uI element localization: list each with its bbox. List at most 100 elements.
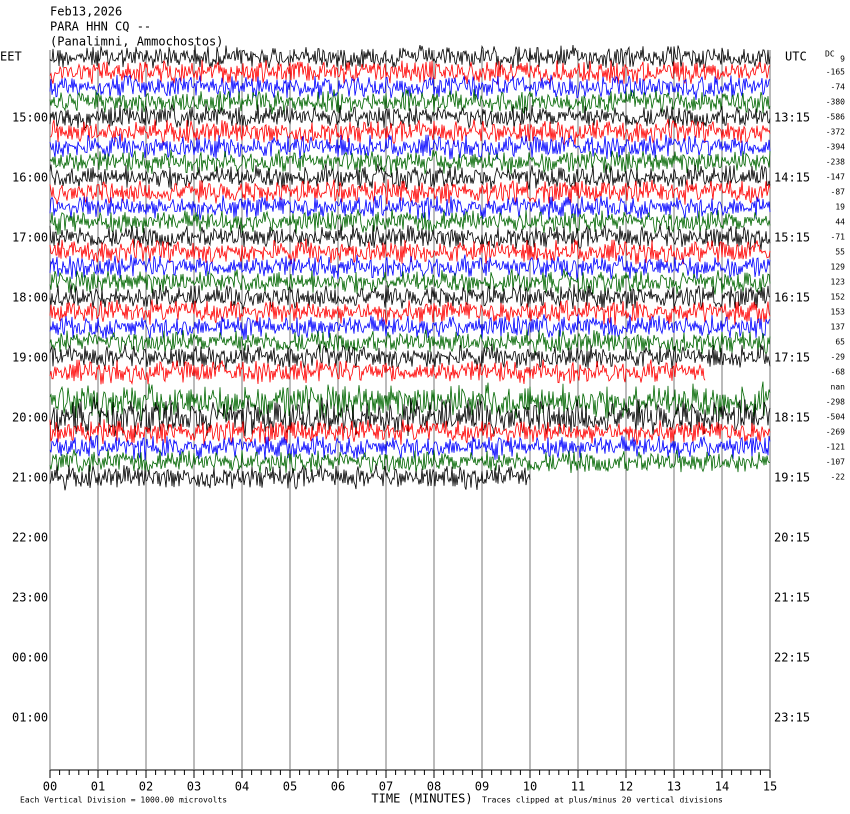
left-zone: EET [0, 50, 22, 64]
x-label: TIME (MINUTES) [371, 792, 472, 806]
trace [49, 209, 771, 235]
dc-label: DC [825, 50, 835, 59]
right-hour-label: 23:15 [774, 711, 810, 725]
trace [49, 104, 771, 130]
left-hour-label: 18:00 [12, 291, 48, 305]
scale-note: Each Vertical Division = 1000.00 microvo… [20, 796, 227, 805]
right-hour-label: 19:15 [774, 471, 810, 485]
trace [49, 238, 771, 265]
trace [49, 133, 771, 160]
x-tick-label: 05 [283, 780, 297, 794]
trace [49, 434, 771, 461]
right-hour-label: 20:15 [774, 531, 810, 545]
trace [49, 44, 771, 71]
right-hour-label: 15:15 [774, 231, 810, 245]
trace [49, 268, 771, 296]
dc-offset: 137 [831, 323, 846, 332]
x-tick-label: 04 [235, 780, 249, 794]
right-hour-label: 14:15 [774, 171, 810, 185]
trace [49, 179, 771, 205]
trace [49, 59, 771, 85]
dc-offset: -71 [831, 233, 846, 242]
left-hour-label: 19:00 [12, 351, 48, 365]
trace [49, 329, 771, 356]
x-tick-label: 11 [571, 780, 585, 794]
left-hour-label: 20:00 [12, 411, 48, 425]
left-hour-label: 00:00 [12, 651, 48, 665]
dc-offset: 152 [831, 293, 846, 302]
x-tick-label: 03 [187, 780, 201, 794]
left-hour-label: 16:00 [12, 171, 48, 185]
traces [49, 44, 771, 491]
trace [49, 74, 771, 100]
dc-offset: -238 [826, 158, 845, 167]
right-zone: UTC [785, 50, 807, 64]
right-hour-label: 22:15 [774, 651, 810, 665]
trace [49, 419, 771, 445]
dc-offset: 153 [831, 308, 846, 317]
trace [49, 224, 771, 251]
trace [49, 163, 771, 191]
station: PARA HHN CQ -- [50, 20, 151, 34]
x-tick-label: 02 [139, 780, 153, 794]
dc-offset: -586 [826, 113, 845, 122]
trace [49, 149, 771, 176]
x-tick-label: 10 [523, 780, 537, 794]
dc-offset: 65 [835, 338, 845, 347]
trace [49, 314, 771, 340]
trace [49, 343, 771, 370]
trace [49, 118, 771, 146]
trace [49, 396, 771, 438]
right-hour-label: 18:15 [774, 411, 810, 425]
dc-offset: -147 [826, 173, 845, 182]
trace [49, 89, 771, 115]
dc-offset: -121 [826, 443, 845, 452]
dc-offset: 55 [835, 248, 845, 257]
clip-note: Traces clipped at plus/minus 20 vertical… [482, 796, 723, 805]
dc-offset: nan [831, 383, 846, 392]
left-hour-label: 23:00 [12, 591, 48, 605]
left-hour-label: 01:00 [12, 711, 48, 725]
x-tick-label: 09 [475, 780, 489, 794]
right-hour-label: 13:15 [774, 111, 810, 125]
dc-offset: 129 [831, 263, 846, 272]
trace [49, 449, 771, 475]
dc-offset: -372 [826, 128, 845, 137]
dc-offset: -74 [831, 83, 846, 92]
x-tick-label: 08 [427, 780, 441, 794]
x-tick-label: 00 [43, 780, 57, 794]
trace [49, 254, 771, 281]
dc-offset: -87 [831, 188, 846, 197]
dc-offset: -22 [831, 473, 846, 482]
dc-offset: -29 [831, 353, 846, 362]
dc-offset: -107 [826, 458, 845, 467]
x-tick-label: 06 [331, 780, 345, 794]
x-tick-label: 13 [667, 780, 681, 794]
left-hour-label: 21:00 [12, 471, 48, 485]
x-tick-label: 07 [379, 780, 393, 794]
dc-offset: -165 [826, 68, 845, 77]
trace [49, 359, 706, 385]
x-tick-label: 12 [619, 780, 633, 794]
dc-offset: -394 [826, 143, 845, 152]
x-tick-label: 14 [715, 780, 729, 794]
left-hour-label: 17:00 [12, 231, 48, 245]
dc-offset: -269 [826, 428, 845, 437]
left-hour-label: 22:00 [12, 531, 48, 545]
dc-offset: -298 [826, 398, 845, 407]
labels: 00 01 02 03 04 05 06 07 08 09 10 11 12 13 14 15 15:00 16:… [12, 55, 845, 794]
trace [49, 299, 771, 326]
right-hour-label: 21:15 [774, 591, 810, 605]
dc-offset: 123 [831, 278, 846, 287]
location: (Panalimni, Ammochostos) [50, 35, 223, 49]
trace [49, 381, 771, 423]
dc-offset: 44 [835, 218, 845, 227]
dc-offset: 19 [835, 203, 845, 212]
right-hour-label: 16:15 [774, 291, 810, 305]
dc-offset: -68 [831, 368, 846, 377]
x-tick-label: 15 [763, 780, 777, 794]
dc-offset: -380 [826, 98, 845, 107]
right-hour-label: 17:15 [774, 351, 810, 365]
x-tick-label: 01 [91, 780, 105, 794]
